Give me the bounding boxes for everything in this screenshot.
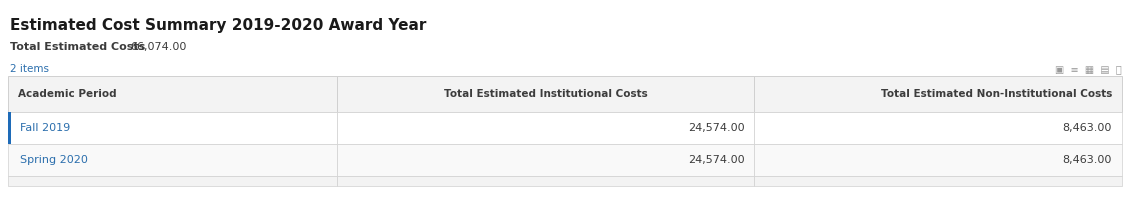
Text: 2 items: 2 items — [10, 64, 49, 74]
Bar — [755, 112, 1122, 144]
Bar — [755, 76, 1122, 112]
Bar — [8, 144, 337, 176]
Text: Spring 2020: Spring 2020 — [20, 155, 88, 165]
Bar — [8, 176, 337, 186]
Bar — [755, 144, 1122, 176]
Text: ▣  ≡  ▦  ▤  ⤢: ▣ ≡ ▦ ▤ ⤢ — [1055, 64, 1122, 74]
Bar — [8, 112, 337, 144]
Text: 24,574.00: 24,574.00 — [688, 155, 745, 165]
Text: Total Estimated Costs: Total Estimated Costs — [10, 42, 146, 52]
Text: Fall 2019: Fall 2019 — [20, 123, 70, 133]
Text: 66,074.00: 66,074.00 — [130, 42, 186, 52]
Text: Total Estimated Non-Institutional Costs: Total Estimated Non-Institutional Costs — [880, 89, 1112, 99]
Bar — [755, 176, 1122, 186]
Text: 8,463.00: 8,463.00 — [1062, 155, 1112, 165]
Text: Academic Period: Academic Period — [18, 89, 116, 99]
Bar — [337, 176, 755, 186]
Bar — [337, 112, 755, 144]
Bar — [337, 76, 755, 112]
Bar — [8, 76, 337, 112]
Text: 8,463.00: 8,463.00 — [1062, 123, 1112, 133]
Text: Estimated Cost Summary 2019-2020 Award Year: Estimated Cost Summary 2019-2020 Award Y… — [10, 18, 426, 33]
Text: Total Estimated Institutional Costs: Total Estimated Institutional Costs — [444, 89, 647, 99]
Text: 24,574.00: 24,574.00 — [688, 123, 745, 133]
Bar — [337, 144, 755, 176]
Bar — [8, 112, 11, 144]
